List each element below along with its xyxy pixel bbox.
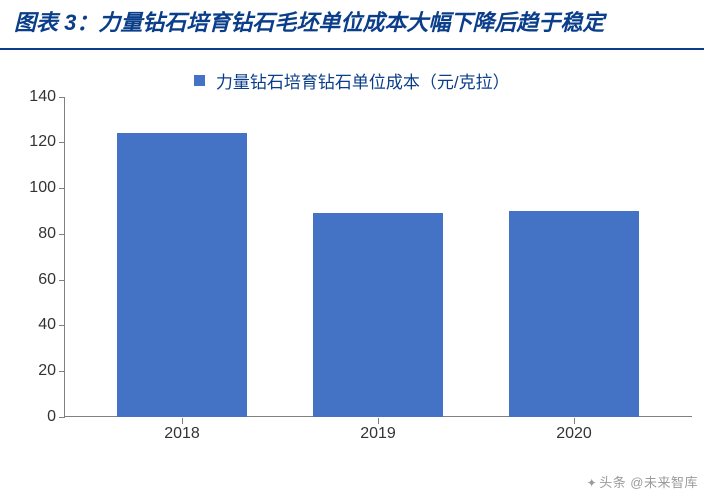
y-tick-mark bbox=[59, 417, 65, 418]
legend-label: 力量钻石培育钻石单位成本（元/克拉） bbox=[216, 73, 510, 92]
bar bbox=[313, 213, 443, 416]
bar-group bbox=[97, 133, 267, 416]
chart-title-block: 图表 3：力量钻石培育钻石毛坯单位成本大幅下降后趋于稳定 bbox=[0, 0, 704, 50]
bar-group bbox=[293, 213, 463, 416]
x-tick-label: 2020 bbox=[489, 425, 659, 457]
y-tick-label: 20 bbox=[20, 362, 56, 380]
plot-area bbox=[64, 97, 692, 417]
source-icon: ✦ bbox=[587, 476, 598, 490]
chart-area: 020406080100120140 2018 2019 2020 bbox=[24, 97, 692, 457]
y-tick-label: 40 bbox=[20, 316, 56, 334]
legend: 力量钻石培育钻石单位成本（元/克拉） bbox=[0, 50, 704, 97]
chart-title: 图表 3：力量钻石培育钻石毛坯单位成本大幅下降后趋于稳定 bbox=[14, 8, 690, 38]
x-axis-labels: 2018 2019 2020 bbox=[64, 419, 692, 457]
bar bbox=[509, 211, 639, 417]
bar bbox=[117, 133, 247, 416]
y-tick-label: 140 bbox=[20, 88, 56, 106]
x-tick-label: 2019 bbox=[293, 425, 463, 457]
y-axis: 020406080100120140 bbox=[24, 97, 64, 417]
legend-swatch bbox=[194, 75, 205, 86]
y-tick-label: 120 bbox=[20, 133, 56, 151]
y-tick-label: 100 bbox=[20, 179, 56, 197]
y-tick-label: 80 bbox=[20, 225, 56, 243]
y-tick-label: 0 bbox=[20, 408, 56, 426]
x-tick-label: 2018 bbox=[97, 425, 267, 457]
y-tick-label: 60 bbox=[20, 271, 56, 289]
watermark-text: 头条 @未来智库 bbox=[599, 475, 698, 490]
watermark: ✦头条 @未来智库 bbox=[587, 472, 698, 491]
bar-group bbox=[489, 211, 659, 417]
